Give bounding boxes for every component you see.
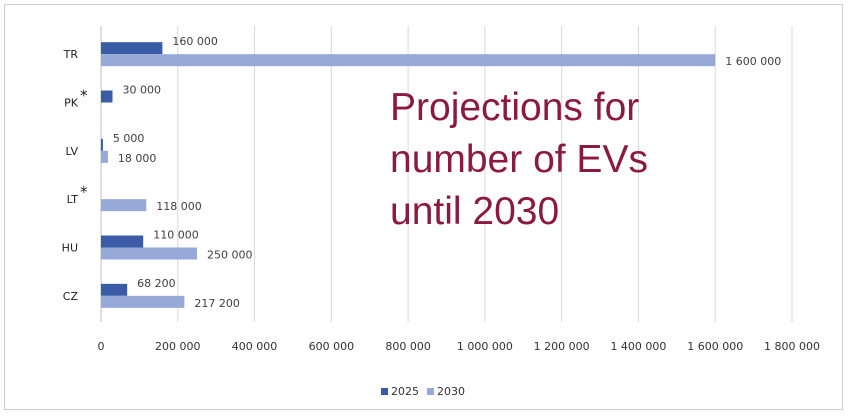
bar-2030 bbox=[101, 54, 716, 67]
category-marker: * bbox=[80, 183, 88, 201]
x-tick-label: 600 000 bbox=[309, 340, 355, 353]
x-tick-label: 1 000 000 bbox=[457, 340, 513, 353]
x-tick-label: 1 200 000 bbox=[534, 340, 590, 353]
x-tick-label: 0 bbox=[98, 340, 105, 353]
category-label: PK bbox=[64, 97, 79, 110]
data-label: 250 000 bbox=[207, 249, 253, 262]
category-marker: * bbox=[80, 87, 88, 105]
bar-2025 bbox=[101, 90, 113, 103]
data-label: 1 600 000 bbox=[725, 55, 781, 68]
legend-swatch-2030 bbox=[427, 388, 434, 395]
chart-title-overlay: Projections for number of EVs until 2030 bbox=[390, 82, 750, 238]
category-label: CZ bbox=[63, 290, 79, 303]
data-label: 30 000 bbox=[123, 84, 161, 97]
category-label: LT bbox=[67, 193, 79, 206]
bar-2025 bbox=[101, 283, 128, 296]
x-tick-label: 1 600 000 bbox=[687, 340, 743, 353]
bar-2030 bbox=[101, 150, 108, 163]
data-label: 110 000 bbox=[153, 229, 199, 242]
category-label: TR bbox=[63, 48, 79, 61]
x-tick-label: 400 000 bbox=[232, 340, 278, 353]
legend-label: 2030 bbox=[437, 385, 465, 398]
data-label: 68 200 bbox=[137, 277, 176, 290]
legend-label: 2025 bbox=[391, 385, 419, 398]
category-label: LV bbox=[66, 145, 79, 158]
data-label: 5 000 bbox=[113, 132, 144, 145]
title-line-3: until 2030 bbox=[390, 190, 560, 233]
data-label: 18 000 bbox=[118, 152, 157, 165]
data-label: 118 000 bbox=[156, 200, 202, 213]
data-label: 160 000 bbox=[172, 35, 218, 48]
x-tick-label: 1 800 000 bbox=[764, 340, 820, 353]
legend-swatch-2025 bbox=[381, 388, 388, 395]
category-label: HU bbox=[62, 242, 78, 255]
bar-2030 bbox=[101, 247, 197, 260]
x-tick-label: 1 400 000 bbox=[610, 340, 666, 353]
title-line-1: Projections for bbox=[390, 86, 640, 129]
bar-2025 bbox=[101, 42, 163, 55]
bar-2025 bbox=[101, 138, 103, 151]
bar-2025 bbox=[101, 235, 144, 248]
x-tick-label: 200 000 bbox=[155, 340, 201, 353]
title-line-2: number of EVs bbox=[390, 138, 648, 181]
data-label: 217 200 bbox=[194, 297, 240, 310]
x-tick-label: 800 000 bbox=[385, 340, 431, 353]
bar-2030 bbox=[101, 199, 147, 212]
chart-frame bbox=[4, 4, 843, 410]
bar-2030 bbox=[101, 295, 185, 308]
